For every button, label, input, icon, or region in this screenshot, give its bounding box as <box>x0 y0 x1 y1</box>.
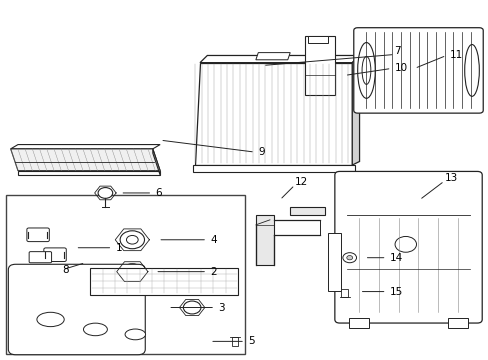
Text: 6: 6 <box>155 188 162 198</box>
Ellipse shape <box>125 329 145 340</box>
FancyBboxPatch shape <box>44 248 66 261</box>
Text: 9: 9 <box>258 147 264 157</box>
FancyBboxPatch shape <box>334 171 481 323</box>
Polygon shape <box>11 145 160 149</box>
Circle shape <box>183 301 201 314</box>
Text: 12: 12 <box>294 177 307 187</box>
Polygon shape <box>200 55 359 63</box>
Text: 13: 13 <box>444 173 457 183</box>
Bar <box>90 268 238 294</box>
Bar <box>232 337 238 346</box>
Ellipse shape <box>361 57 370 84</box>
FancyBboxPatch shape <box>29 252 51 263</box>
Circle shape <box>346 256 352 260</box>
Polygon shape <box>255 53 289 60</box>
Polygon shape <box>351 55 359 165</box>
Text: 15: 15 <box>389 287 402 297</box>
Text: 1: 1 <box>115 243 122 253</box>
Bar <box>341 289 347 297</box>
Text: 3: 3 <box>218 302 224 312</box>
Bar <box>6 195 244 354</box>
FancyBboxPatch shape <box>304 36 334 95</box>
Ellipse shape <box>37 312 64 327</box>
Circle shape <box>126 235 138 244</box>
Circle shape <box>127 268 137 275</box>
Text: 8: 8 <box>62 265 69 275</box>
Text: 2: 2 <box>210 267 216 276</box>
Text: 7: 7 <box>394 45 400 55</box>
Text: 14: 14 <box>389 253 402 263</box>
Text: 5: 5 <box>247 336 254 346</box>
Circle shape <box>394 237 416 252</box>
FancyBboxPatch shape <box>353 28 482 113</box>
Polygon shape <box>195 63 351 165</box>
Bar <box>307 36 327 42</box>
Circle shape <box>120 231 144 249</box>
Circle shape <box>342 253 356 263</box>
Circle shape <box>98 188 112 198</box>
Bar <box>327 233 341 291</box>
Polygon shape <box>192 165 354 171</box>
Text: 10: 10 <box>394 63 407 73</box>
Polygon shape <box>18 171 160 175</box>
Bar <box>447 318 467 328</box>
Text: 11: 11 <box>448 50 462 60</box>
Ellipse shape <box>464 45 478 96</box>
Polygon shape <box>11 149 160 171</box>
Bar <box>289 207 324 215</box>
Bar <box>255 215 273 265</box>
Bar <box>349 318 368 328</box>
Ellipse shape <box>357 42 374 98</box>
Text: 4: 4 <box>210 235 216 245</box>
FancyBboxPatch shape <box>27 228 49 242</box>
FancyBboxPatch shape <box>8 264 145 355</box>
Polygon shape <box>153 149 160 175</box>
Circle shape <box>122 264 143 279</box>
Ellipse shape <box>83 323 107 336</box>
